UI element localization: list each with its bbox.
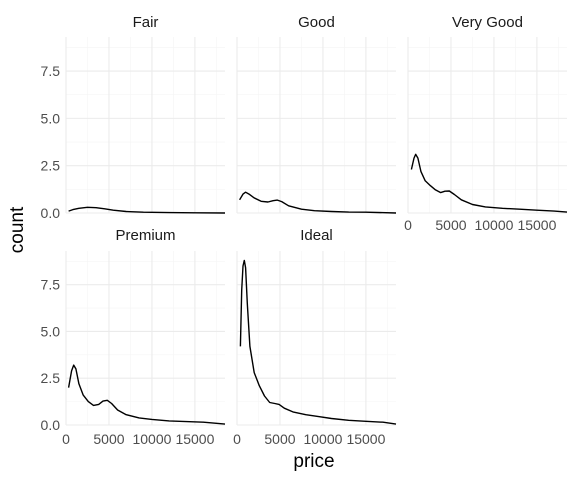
facet-panel-ideal: Ideal 0 5000 10000 15000: [233, 227, 397, 447]
x-tick-label: 5000: [93, 431, 124, 447]
x-tick-label: 15000: [346, 431, 385, 447]
y-tick-label: 7.5: [41, 63, 61, 79]
x-tick-label: 10000: [474, 217, 513, 233]
facet-strip-label: Premium: [115, 227, 175, 244]
density-curve-very-good: [410, 153, 568, 213]
y-tick-label: 0.0: [41, 417, 61, 433]
y-tick-label: 5.0: [41, 323, 61, 339]
facet-panel-very-good: Very Good 0 5000 10000 15000: [404, 14, 568, 233]
y-tick-label: 2.5: [41, 158, 61, 174]
density-curve-ideal: [239, 259, 397, 425]
x-tick-label: 15000: [517, 217, 556, 233]
y-tick-label: 0.0: [41, 205, 61, 221]
y-tick-label: 7.5: [41, 277, 61, 293]
facet-panel-good: Good: [236, 14, 397, 214]
x-tick-label: 5000: [264, 431, 295, 447]
x-tick-label: 10000: [303, 431, 342, 447]
y-tick-label: 2.5: [41, 370, 61, 386]
y-tick-label: 5.0: [41, 110, 61, 126]
facet-strip-label: Ideal: [300, 227, 333, 244]
density-curve-good: [238, 191, 397, 214]
x-tick-label: 15000: [175, 431, 214, 447]
facet-strip-label: Very Good: [452, 14, 523, 31]
facet-strip-label: Good: [298, 14, 335, 31]
x-tick-label: 0: [62, 431, 70, 447]
x-tick-label: 0: [233, 431, 241, 447]
y-axis-title: count: [7, 206, 28, 253]
facet-panel-fair: Fair 0.0 2.5 5.0 7.5: [41, 14, 226, 221]
x-tick-label: 0: [404, 217, 412, 233]
density-curve-premium: [67, 364, 226, 425]
density-curve-fair: [68, 206, 226, 214]
facet-strip-label: Fair: [133, 14, 159, 31]
x-tick-label: 10000: [132, 431, 171, 447]
x-axis-title: price: [293, 451, 334, 472]
facet-panel-premium: Premium 0.0 2.5 5.0 7.5 0 5000 10000 15000: [41, 227, 226, 447]
x-tick-label: 5000: [435, 217, 466, 233]
